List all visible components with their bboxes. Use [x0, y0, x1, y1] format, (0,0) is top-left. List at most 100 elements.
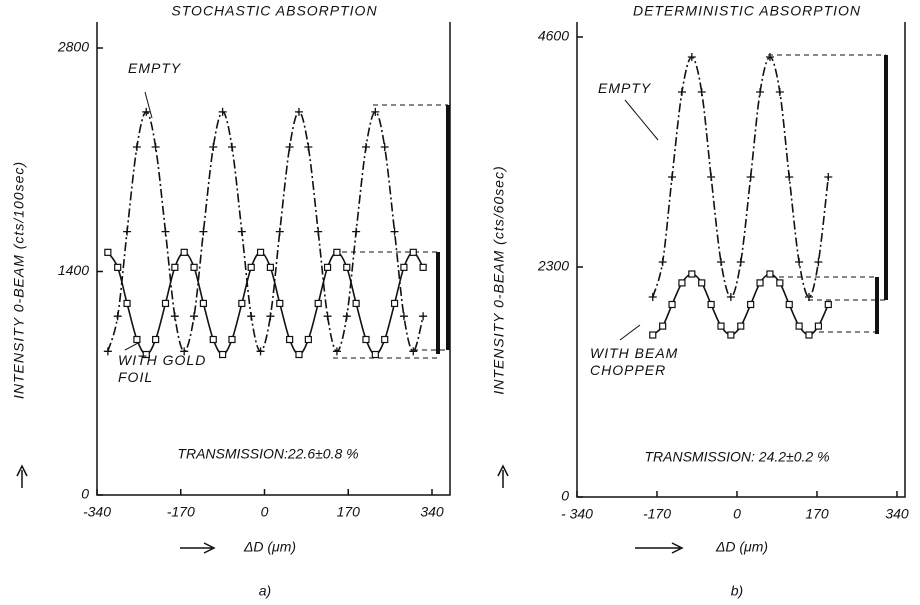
marker: [756, 279, 764, 287]
decoration: [16, 22, 906, 554]
marker: [342, 312, 351, 321]
marker: [687, 53, 696, 61]
marker: [304, 335, 312, 344]
marker: [698, 279, 706, 287]
marker: [190, 263, 198, 271]
marker: [323, 312, 332, 321]
marker: [113, 312, 122, 321]
x-tick-label: 340: [885, 506, 909, 522]
annotation: TRANSMISSION: 24.2±0.2 %: [644, 449, 829, 465]
marker: [380, 142, 389, 151]
marker: [727, 331, 735, 339]
y-tick-label: 0: [561, 488, 569, 504]
marker: [247, 263, 255, 271]
marker: [677, 88, 686, 96]
marker: [747, 300, 755, 309]
marker: [765, 53, 774, 61]
marker: [371, 107, 380, 116]
marker: [238, 299, 246, 308]
marker: [390, 299, 399, 308]
series-line: [107, 111, 424, 353]
marker: [114, 263, 122, 271]
marker: [776, 279, 784, 287]
marker: [409, 248, 417, 256]
marker: [285, 142, 294, 151]
marker: [668, 300, 676, 309]
marker: [766, 270, 774, 278]
marker: [814, 258, 823, 266]
x-tick-label: -170: [167, 504, 195, 520]
panel-label: a): [259, 583, 271, 599]
x-tick-label: 170: [805, 506, 829, 522]
y-tick-label: 2300: [537, 258, 569, 274]
marker: [286, 335, 294, 344]
marker: [142, 107, 151, 116]
marker: [227, 142, 236, 151]
marker: [746, 173, 755, 181]
marker: [275, 227, 284, 236]
marker: [400, 263, 408, 271]
marker: [717, 258, 725, 266]
marker: [161, 227, 170, 236]
marker: [678, 279, 686, 287]
x-tick-label: - 340: [561, 506, 593, 522]
x-tick-label: -170: [643, 506, 671, 522]
marker: [785, 300, 793, 309]
series-label: WITH BEAM CHOPPER: [590, 345, 679, 378]
marker: [805, 331, 813, 339]
y-axis-label: INTENSITY 0-BEAM (cts/60sec): [491, 165, 507, 394]
marker: [237, 227, 246, 236]
marker: [362, 335, 370, 344]
x-tick-label: 170: [337, 504, 361, 520]
marker: [151, 142, 160, 151]
marker: [726, 293, 735, 301]
x-axis-label: ΔD (μm): [715, 539, 768, 555]
marker: [737, 322, 745, 330]
x-tick-label: 340: [420, 504, 444, 520]
marker: [304, 142, 313, 151]
marker: [228, 335, 236, 344]
marker: [209, 142, 218, 151]
marker: [390, 227, 399, 236]
marker: [190, 312, 199, 321]
marker: [824, 173, 833, 181]
marker: [371, 350, 379, 359]
marker: [814, 322, 823, 330]
marker: [649, 331, 657, 339]
marker: [775, 88, 784, 96]
marker: [294, 107, 303, 116]
marker: [142, 350, 150, 359]
marker: [276, 299, 284, 308]
marker: [104, 248, 112, 256]
marker: [697, 88, 706, 96]
marker: [409, 347, 418, 356]
x-tick-label: 0: [733, 506, 741, 522]
marker: [659, 322, 667, 330]
marker: [419, 312, 428, 321]
y-tick-label: 2800: [57, 39, 89, 55]
marker: [352, 227, 361, 236]
marker: [132, 142, 141, 151]
y-tick-label: 0: [81, 486, 89, 502]
marker: [314, 299, 322, 308]
annotation: TRANSMISSION:22.6±0.8 %: [177, 446, 358, 462]
marker: [170, 312, 179, 321]
marker: [332, 347, 341, 356]
marker: [103, 347, 112, 356]
marker: [343, 263, 351, 271]
marker: [323, 263, 332, 271]
series-label: EMPTY: [598, 80, 652, 96]
marker: [133, 335, 141, 344]
marker: [256, 248, 265, 256]
marker: [795, 258, 804, 266]
marker: [658, 258, 667, 266]
series-line: [107, 251, 424, 356]
marker: [247, 312, 256, 321]
marker: [648, 293, 657, 301]
y-tick-label: 1400: [58, 262, 89, 278]
marker: [161, 299, 170, 308]
marker: [171, 263, 179, 271]
marker: [219, 350, 227, 359]
